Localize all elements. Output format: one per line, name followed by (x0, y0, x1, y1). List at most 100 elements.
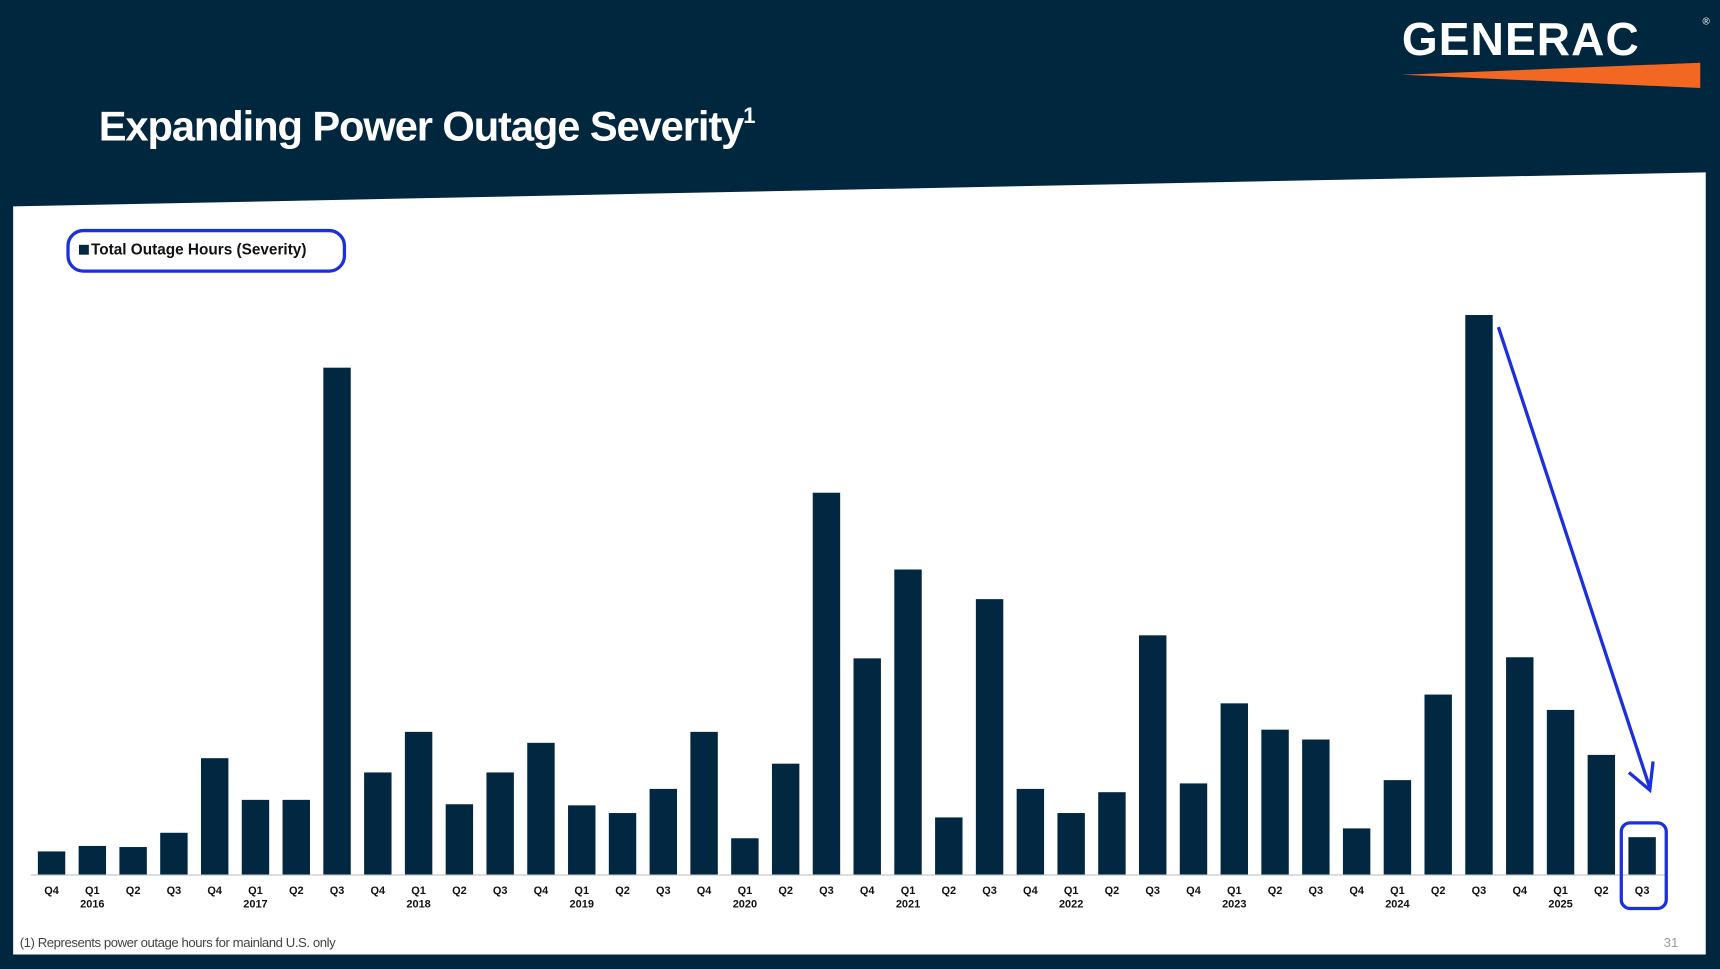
bar (608, 813, 637, 875)
slide-title: Expanding Power Outage Severity1 (99, 103, 756, 150)
bar (1587, 754, 1616, 875)
x-tick-label: Q4 (534, 885, 550, 897)
x-tick-label: Q1 (1064, 885, 1079, 897)
x-tick-label: Q1 (901, 885, 916, 897)
bar (1098, 792, 1126, 875)
annotation-arrow (1496, 326, 1652, 789)
x-tick-label: Q3 (1472, 885, 1487, 897)
x-tick-label: Q4 (697, 885, 713, 897)
bar (486, 772, 514, 875)
x-tick-label: Q3 (167, 885, 182, 897)
x-tick-year: 2016 (80, 898, 104, 910)
x-tick-label: Q1 (1227, 885, 1242, 897)
x-tick-label: Q1 (738, 885, 753, 897)
bar (37, 851, 66, 875)
bar (1465, 315, 1493, 875)
x-tick-label: Q2 (289, 885, 304, 897)
x-tick-label: Q2 (1431, 885, 1446, 897)
bar (241, 799, 270, 875)
bar (78, 845, 107, 875)
x-tick-year: 2024 (1385, 898, 1410, 910)
bar (1424, 694, 1452, 875)
bar (1016, 788, 1045, 875)
x-tick-label: Q4 (1186, 885, 1202, 897)
legend-highlight (66, 228, 347, 273)
x-tick-label: Q3 (819, 885, 834, 897)
x-tick-label: Q3 (493, 885, 508, 897)
x-tick-label: Q1 (248, 885, 263, 897)
bar (404, 731, 433, 875)
bar (771, 763, 800, 875)
bar (690, 731, 718, 875)
x-tick-label: Q3 (982, 885, 997, 897)
bar (853, 658, 881, 875)
logo-mark: ® (1702, 16, 1710, 27)
bar (731, 838, 759, 875)
bar (364, 772, 392, 875)
bar (649, 788, 678, 875)
bar (1628, 837, 1656, 875)
bar (1506, 657, 1534, 875)
x-tick-label: Q1 (574, 885, 589, 897)
logo-swoosh (1401, 62, 1701, 88)
legend-swatch (78, 244, 89, 255)
bar (323, 367, 351, 875)
x-tick-label: Q2 (452, 885, 467, 897)
x-tick-label: Q3 (656, 885, 671, 897)
x-tick-label: Q4 (860, 885, 876, 897)
bar (1342, 828, 1371, 875)
bar (1546, 709, 1575, 875)
title-superscript: 1 (743, 103, 755, 128)
x-tick-label: Q4 (207, 885, 223, 897)
legend-label: Total Outage Hours (Severity) (91, 242, 306, 259)
x-tick-label: Q2 (1268, 885, 1283, 897)
x-tick-label: Q2 (615, 885, 630, 897)
x-tick-label: Q3 (1145, 885, 1160, 897)
x-tick-label: Q1 (411, 885, 426, 897)
x-tick-label: Q4 (1512, 885, 1528, 897)
x-tick-label: Q2 (1105, 885, 1120, 897)
bar (1261, 729, 1289, 875)
bar (119, 847, 147, 875)
x-tick-year: 2017 (243, 898, 267, 910)
last-bar-highlight (1619, 821, 1668, 911)
x-tick-label: Q3 (1635, 885, 1650, 897)
x-tick-year: 2022 (1059, 898, 1083, 910)
x-tick-label: Q4 (371, 885, 387, 897)
bar (200, 758, 229, 875)
annotation-arrowhead (1627, 761, 1655, 794)
page-number: 31 (1664, 935, 1679, 950)
bar (160, 832, 188, 875)
x-tick-label: Q1 (1390, 885, 1405, 897)
x-tick-year: 2019 (570, 898, 594, 910)
bar (445, 804, 474, 875)
bar (1302, 739, 1330, 875)
logo: GENERAC (1402, 13, 1640, 65)
x-tick-year: 2020 (733, 898, 757, 910)
bar (812, 492, 841, 875)
x-tick-label: Q4 (1023, 885, 1039, 897)
bar (894, 569, 922, 875)
bar (1383, 780, 1412, 875)
x-tick-label: Q4 (44, 885, 60, 897)
bar (1057, 813, 1085, 875)
x-tick-label: Q1 (85, 885, 100, 897)
x-tick-year: 2025 (1548, 898, 1572, 910)
x-tick-label: Q2 (126, 885, 141, 897)
x-tick-label: Q3 (330, 885, 345, 897)
bar (282, 799, 310, 875)
bar (975, 599, 1004, 875)
bar (527, 742, 555, 875)
bar (935, 817, 963, 875)
x-tick-year: 2018 (406, 898, 430, 910)
bar (1179, 783, 1208, 875)
x-tick-year: 2021 (896, 898, 920, 910)
x-tick-label: Q4 (1349, 885, 1365, 897)
x-tick-label: Q3 (1309, 885, 1324, 897)
x-tick-label: Q2 (941, 885, 956, 897)
x-tick-label: Q2 (778, 885, 793, 897)
bar (568, 805, 596, 875)
footnote: (1) Represents power outage hours for ma… (20, 935, 336, 950)
